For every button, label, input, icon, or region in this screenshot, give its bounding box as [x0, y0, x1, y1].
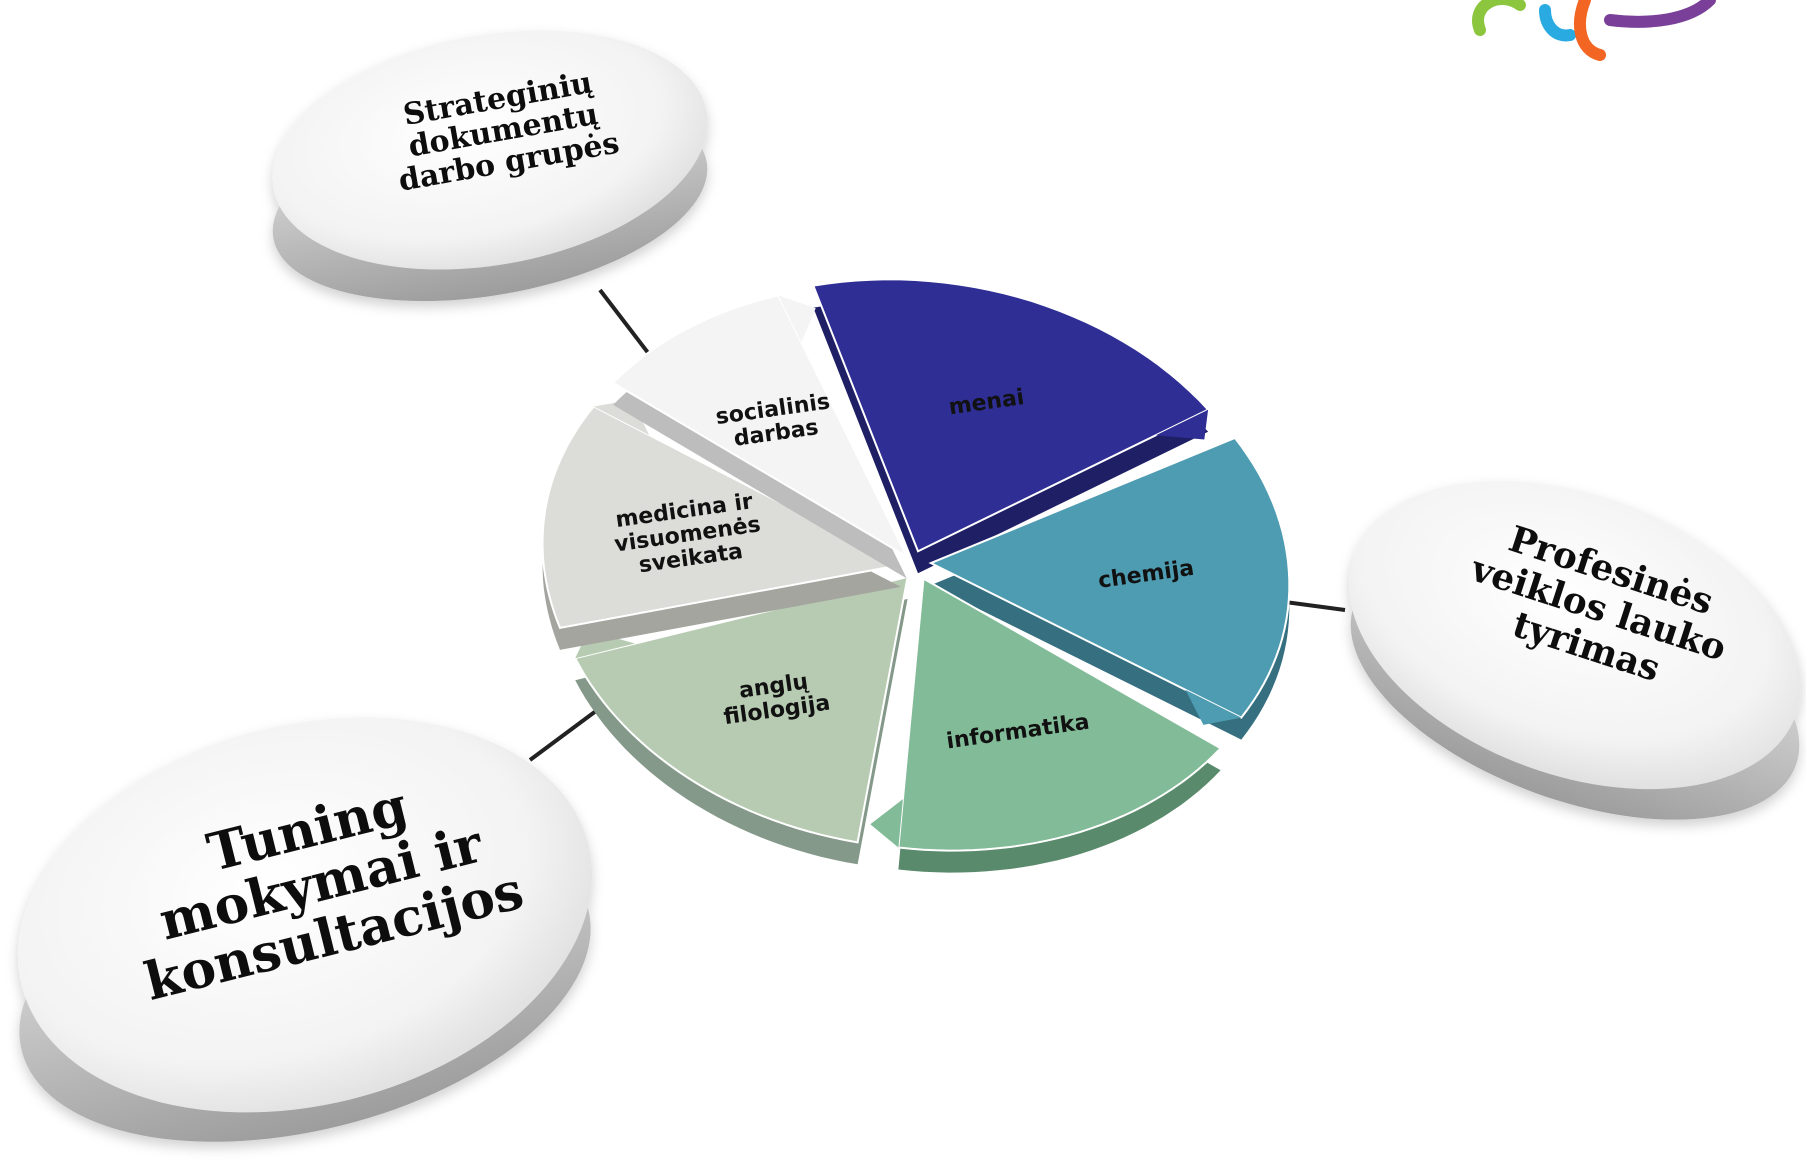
segment-socialinis[interactable]: socialinisdarbas [611, 294, 910, 579]
segment-socialinis-arrow [778, 295, 816, 343]
connector-bottom-left [528, 706, 602, 762]
segment-chemija-arrow [1185, 689, 1242, 725]
logo [1472, 0, 1716, 61]
segment-informatika-arrow [870, 799, 903, 848]
segment-medicina[interactable]: medicina irvisuomenėssveikata [541, 399, 905, 650]
logo-swoosh-blue [1539, 4, 1576, 42]
segment-anglu[interactable]: anglųfilologija [573, 575, 909, 865]
connector-top-left [598, 288, 654, 360]
segment-anglu-face [573, 575, 909, 844]
disc-tuning-training[interactable]: Tuning mokymai ir konsultacijos [0, 660, 634, 1174]
segment-informatika-face [897, 576, 1223, 852]
segment-medicina-face [541, 405, 905, 630]
segment-chemija-face [928, 436, 1291, 719]
segment-informatika[interactable]: informatika [870, 576, 1223, 873]
segment-chemija[interactable]: chemija [928, 436, 1291, 740]
center-wheel: menaichemijainformatikaanglųfilologijame… [541, 278, 1291, 873]
segment-menai[interactable]: menai [811, 278, 1210, 574]
disc-strategic-documents[interactable]: Strateginių dokumentų darbo grupės [253, 0, 726, 332]
disc-professional-field-research[interactable]: Profesinės veiklos lauko tyrimas [1306, 423, 1806, 873]
segment-menai-face [811, 278, 1210, 553]
logo-swoosh-purple [1604, 0, 1716, 28]
segment-socialinis-face [611, 294, 910, 559]
segment-menai-arrow [1155, 409, 1209, 440]
logo-swoosh-green [1472, 0, 1526, 36]
logo-swoosh-orange [1574, 0, 1606, 61]
